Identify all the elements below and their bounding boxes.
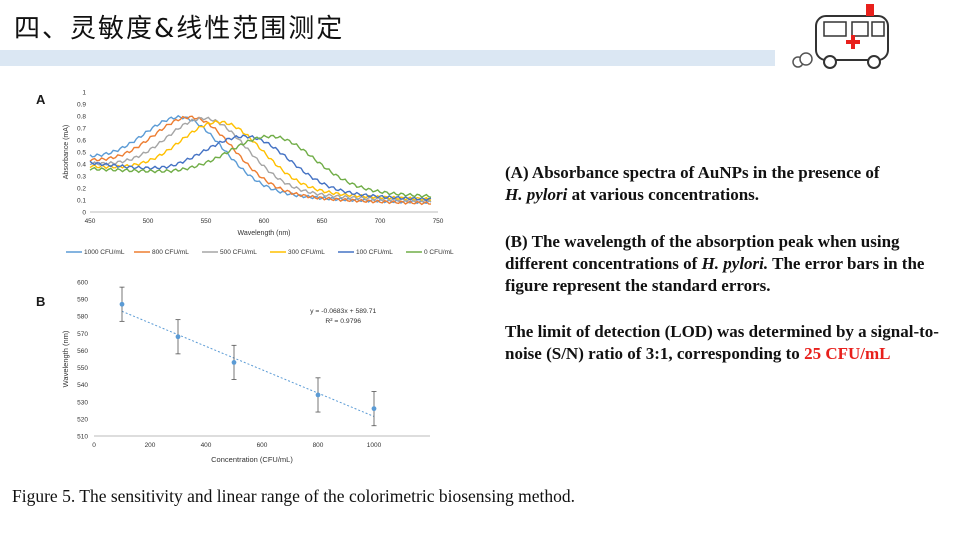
- y-tick-label: 600: [77, 280, 88, 287]
- y-tick-label: 540: [77, 382, 88, 389]
- y-axis-title: Wavelength (nm): [61, 330, 70, 387]
- lod-value: 25 CFU/mL: [804, 344, 891, 363]
- series-line-1: [89, 115, 432, 206]
- y-tick-label: 530: [77, 399, 88, 406]
- x-tick-label: 600: [259, 218, 270, 225]
- x-axis-title: Wavelength (nm): [237, 230, 290, 237]
- y-tick-label: 0.9: [77, 102, 86, 109]
- x-tick-label: 650: [317, 218, 328, 225]
- y-tick-label: 0.4: [77, 162, 86, 169]
- legend-label-0: 1000 CFU/mL: [84, 249, 125, 256]
- description-lod: The limit of detection (LOD) was determi…: [505, 322, 939, 363]
- x-tick-label: 800: [313, 442, 324, 449]
- series-line-0: [89, 114, 432, 205]
- y-tick-label: 520: [77, 416, 88, 423]
- x-tick-label: 200: [145, 442, 156, 449]
- y-tick-label: 0.8: [77, 114, 86, 121]
- data-point-0: [119, 301, 125, 307]
- y-tick-label: 0.7: [77, 126, 86, 133]
- legend-label-1: 800 CFU/mL: [152, 249, 189, 256]
- x-tick-label: 600: [257, 442, 268, 449]
- y-tick-label: 0.5: [77, 150, 86, 157]
- y-tick-label: 0.3: [77, 174, 86, 181]
- regression-equation: y = -0.0683x + 589.71: [310, 308, 376, 315]
- series-line-3: [89, 119, 432, 202]
- x-tick-label: 0: [92, 442, 96, 449]
- y-tick-label: 0.2: [77, 186, 86, 193]
- y-tick-label: 0.6: [77, 138, 86, 145]
- y-tick-label: 0: [82, 210, 86, 217]
- data-point-4: [371, 406, 377, 412]
- series-line-5: [89, 134, 432, 198]
- legend-label-5: 0 CFU/mL: [424, 249, 454, 256]
- ambulance-icon: [792, 4, 889, 69]
- y-tick-label: 550: [77, 365, 88, 372]
- x-tick-label: 500: [143, 218, 154, 225]
- x-tick-label: 450: [85, 218, 96, 225]
- x-tick-label: 1000: [367, 442, 382, 449]
- x-tick-label: 750: [433, 218, 444, 225]
- y-tick-label: 560: [77, 348, 88, 355]
- description-a: (A) Absorbance spectra of AuNPs in the p…: [505, 163, 880, 204]
- legend-label-2: 500 CFU/mL: [220, 249, 257, 256]
- figure-caption: Figure 5. The sensitivity and linear ran…: [12, 486, 575, 506]
- slide-title: 四、灵敏度&线性范围测定: [14, 14, 345, 44]
- y-tick-label: 590: [77, 297, 88, 304]
- y-tick-label: 570: [77, 331, 88, 338]
- x-tick-label: 700: [375, 218, 386, 225]
- x-tick-label: 400: [201, 442, 212, 449]
- r-squared-label: R² = 0.9796: [325, 318, 361, 325]
- y-tick-label: 0.1: [77, 198, 86, 205]
- description-b: (B) The wavelength of the absorption pea…: [505, 232, 925, 295]
- x-axis-title: Concentration (CFU/mL): [211, 455, 293, 464]
- trendline: [121, 310, 375, 417]
- y-tick-label: 580: [77, 314, 88, 321]
- data-point-3: [315, 392, 321, 398]
- legend-label-4: 100 CFU/mL: [356, 249, 393, 256]
- wavelength-regression-chart: 510 520 530 540 550 560 570 580 590 600 0 200 400 600…: [61, 280, 430, 464]
- y-axis-title: Absorbance (mA): [63, 125, 70, 179]
- title-underline-bar: [0, 50, 775, 66]
- x-tick-label: 550: [201, 218, 212, 225]
- y-tick-label: 510: [77, 434, 88, 441]
- data-point-1: [175, 334, 181, 340]
- y-tick-label: 1: [82, 90, 86, 97]
- data-point-2: [231, 360, 237, 365]
- absorbance-spectra-chart: 0 0.1 0.2 0.3 0.4 0.5 0.6 0.7 0.8 0.9 1 450 500 550 60…: [63, 90, 454, 257]
- legend-label-3: 300 CFU/mL: [288, 249, 325, 256]
- series-line-2: [89, 116, 432, 203]
